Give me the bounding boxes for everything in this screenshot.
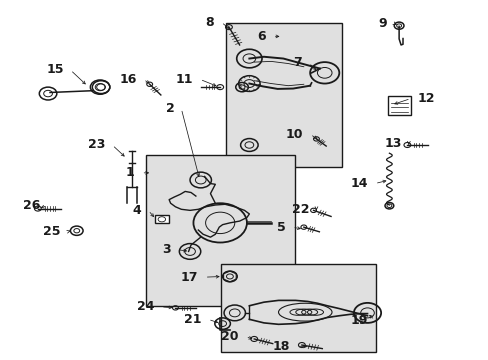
Text: 5: 5 [276, 221, 285, 234]
Text: 9: 9 [378, 17, 386, 30]
Text: 21: 21 [183, 313, 201, 326]
Text: 16: 16 [119, 73, 136, 86]
Text: 8: 8 [205, 15, 214, 28]
Text: 3: 3 [162, 243, 170, 256]
Text: 11: 11 [175, 73, 193, 86]
Text: 19: 19 [350, 314, 367, 327]
Bar [155, 215, 168, 223]
Text: 4: 4 [132, 204, 141, 217]
Text: 20: 20 [221, 330, 238, 343]
Text: 17: 17 [180, 271, 198, 284]
Text: 15: 15 [46, 63, 63, 76]
Text: 6: 6 [257, 30, 265, 43]
FancyBboxPatch shape [387, 96, 410, 114]
Text: 25: 25 [42, 225, 60, 238]
Bar [146, 155, 294, 306]
Text: 23: 23 [88, 139, 105, 152]
Bar [225, 23, 341, 167]
Text: 26: 26 [23, 199, 41, 212]
Text: 1: 1 [125, 166, 134, 179]
Text: 14: 14 [350, 177, 367, 190]
Text: 24: 24 [136, 300, 154, 313]
Text: 22: 22 [291, 203, 309, 216]
Text: 10: 10 [285, 128, 303, 141]
Text: 13: 13 [384, 137, 401, 150]
Text: 2: 2 [165, 102, 174, 115]
Text: 12: 12 [417, 92, 434, 105]
Bar [221, 264, 375, 352]
Text: 7: 7 [292, 56, 301, 69]
Text: 18: 18 [272, 339, 289, 352]
